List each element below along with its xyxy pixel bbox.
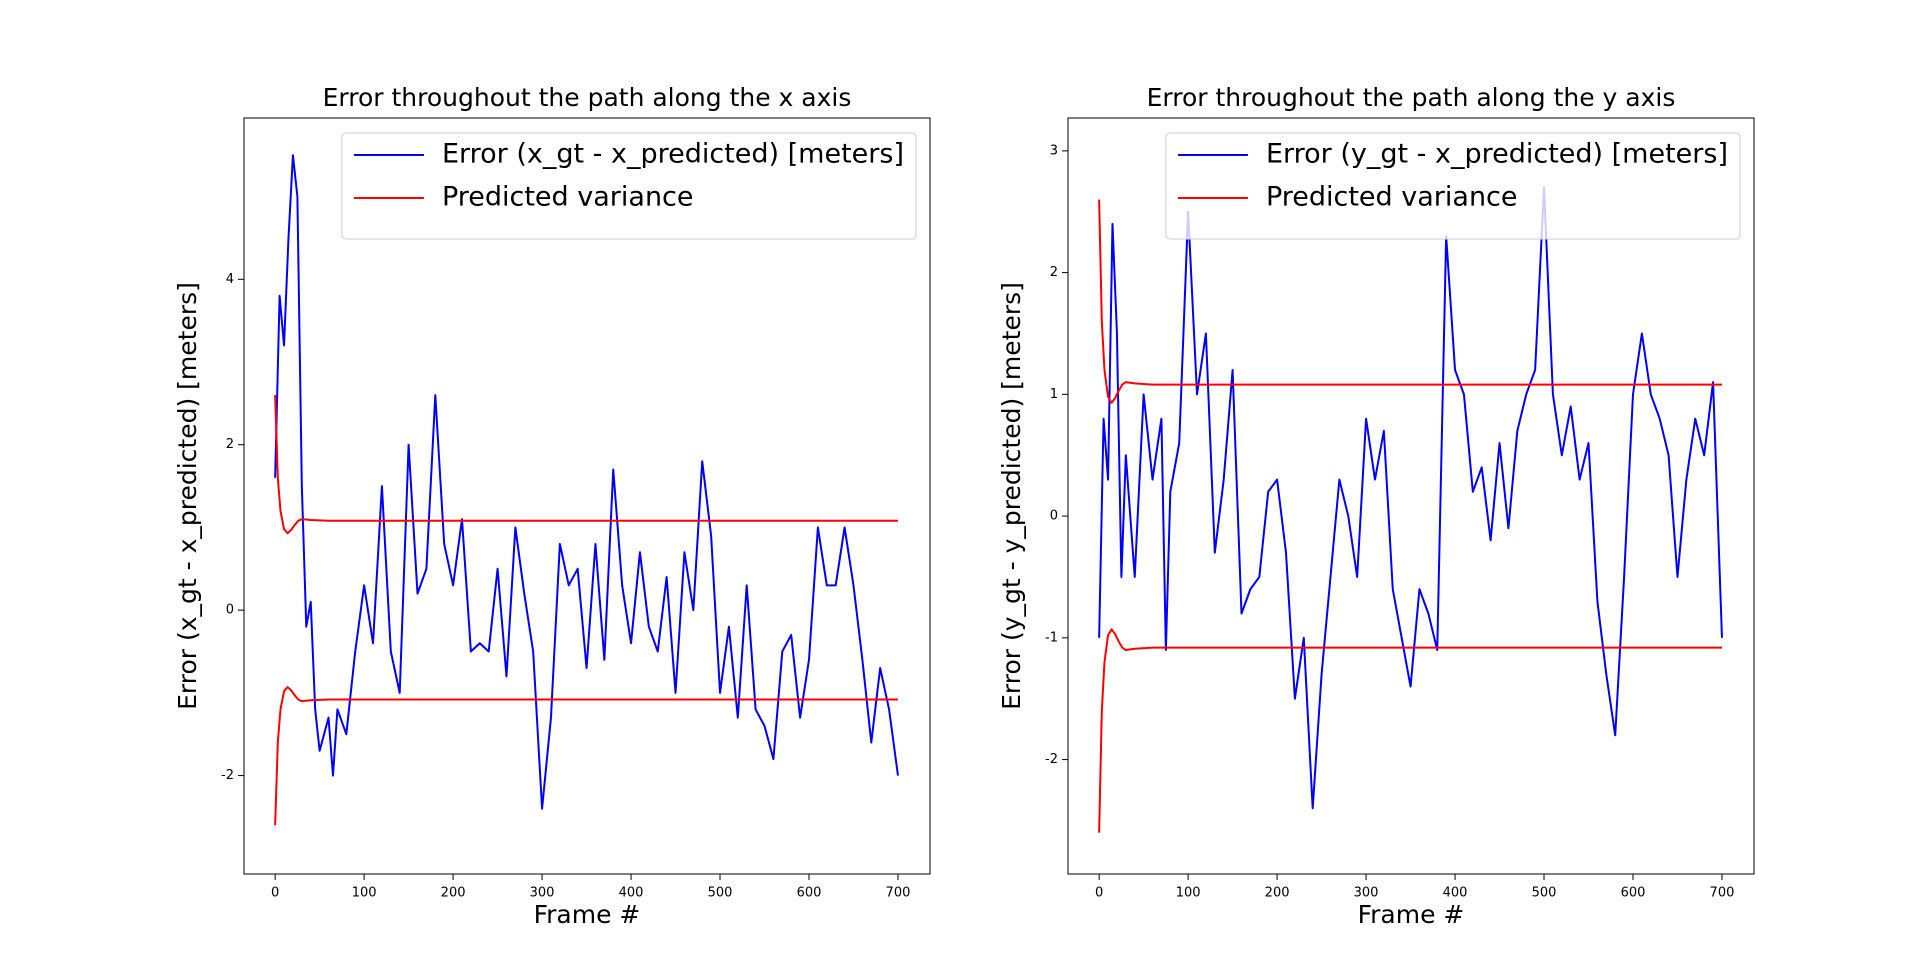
- legend-label: Error (x_gt - x_predicted) [meters]: [442, 139, 904, 170]
- x-tick-label: 500: [1532, 886, 1557, 901]
- legend-label: Error (y_gt - x_predicted) [meters]: [1266, 139, 1728, 170]
- y-tick-label: 4: [226, 272, 234, 287]
- x-tick-label: 0: [271, 886, 279, 901]
- legend-label: Predicted variance: [1266, 182, 1518, 213]
- x-tick-label: 100: [352, 886, 377, 901]
- axes-frame: [243, 117, 931, 875]
- y-tick-label: -2: [221, 768, 234, 783]
- y-axis-label: Error (y_gt - y_predicted) [meters]: [997, 282, 1026, 710]
- x-tick-label: 300: [530, 886, 555, 901]
- data-line: [1098, 628, 1722, 833]
- x-tick-label: 200: [1265, 886, 1290, 901]
- x-tick-label: 700: [886, 886, 911, 901]
- y-tick-label: 2: [226, 437, 234, 452]
- data-line: [1098, 199, 1722, 404]
- x-axis-label: Frame #: [534, 900, 641, 929]
- y-tick-label: -1: [1045, 630, 1058, 645]
- y-tick-label: 3: [1050, 143, 1058, 158]
- chart-title: Error throughout the path along the x ax…: [323, 83, 852, 112]
- x-tick-label: 200: [441, 886, 466, 901]
- y-tick-label: 0: [226, 603, 234, 618]
- y-tick-label: 2: [1050, 265, 1058, 280]
- legend: Error (x_gt - x_predicted) [meters] Predi…: [341, 132, 917, 240]
- legend-frame: [341, 132, 917, 240]
- data-line: [274, 395, 898, 535]
- data-line: [274, 154, 899, 810]
- x-tick-label: 700: [1710, 886, 1735, 901]
- y-tick-label: 1: [1050, 387, 1058, 402]
- legend-frame: [1165, 132, 1741, 240]
- legend: Error (y_gt - x_predicted) [meters] Predi…: [1165, 132, 1741, 240]
- x-axis-label: Frame #: [1358, 900, 1465, 929]
- x-tick-label: 400: [619, 886, 644, 901]
- x-tick-label: 600: [797, 886, 822, 901]
- x-tick-label: 100: [1176, 886, 1201, 901]
- data-line: [274, 686, 898, 826]
- x-tick-label: 600: [1621, 886, 1646, 901]
- legend-label: Predicted variance: [442, 182, 694, 213]
- x-tick-label: 0: [1095, 886, 1103, 901]
- y-tick-label: -2: [1045, 752, 1058, 767]
- axes-frame: [1067, 117, 1755, 875]
- x-tick-label: 400: [1443, 886, 1468, 901]
- y-tick-label: 0: [1050, 509, 1058, 524]
- plot-area: [1098, 186, 1723, 833]
- data-line: [1098, 186, 1723, 810]
- x-tick-label: 300: [1354, 886, 1379, 901]
- chart-title: Error throughout the path along the y ax…: [1147, 83, 1676, 112]
- y-axis-label: Error (x_gt - x_predicted) [meters]: [173, 282, 202, 710]
- plot-area: [274, 154, 899, 826]
- x-tick-label: 500: [708, 886, 733, 901]
